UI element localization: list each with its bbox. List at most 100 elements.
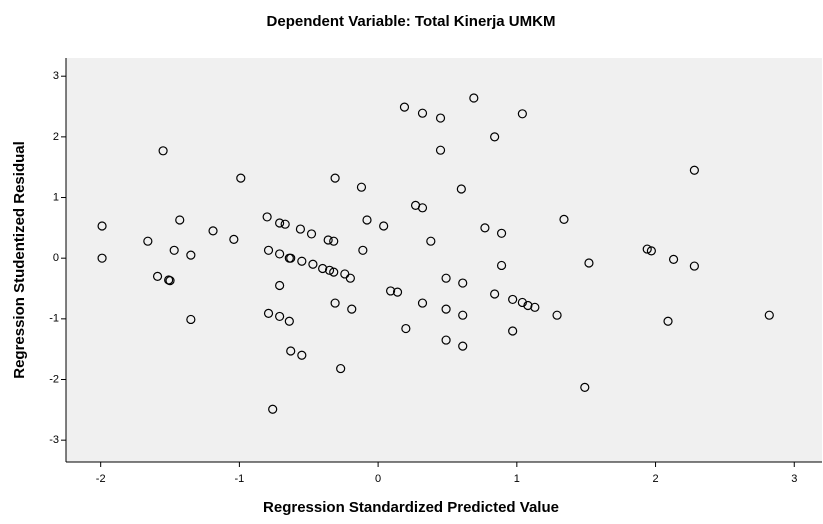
point (324, 265, 335, 275)
point (496, 260, 507, 271)
point (379, 221, 389, 231)
point (517, 109, 527, 119)
point (330, 298, 340, 308)
point (336, 363, 346, 374)
x-tick-label: 2 (652, 473, 658, 485)
point (417, 108, 428, 118)
y-tick-label: -1 (49, 313, 59, 325)
point (584, 258, 594, 268)
point (323, 235, 333, 245)
point (158, 146, 168, 156)
plot-area (66, 58, 822, 462)
point (456, 184, 466, 194)
point (530, 302, 540, 312)
point (401, 323, 411, 334)
point (490, 289, 500, 299)
point (318, 263, 328, 274)
point (275, 311, 285, 322)
point (263, 245, 274, 255)
point (458, 310, 468, 320)
point (559, 214, 569, 224)
point (263, 308, 274, 318)
point (689, 261, 699, 271)
point (441, 335, 451, 345)
point (490, 132, 500, 142)
point (417, 203, 428, 213)
y-tick-label: -2 (49, 373, 59, 385)
point (297, 256, 307, 266)
point (175, 215, 185, 225)
point (295, 224, 306, 234)
y-tick-label: 3 (53, 70, 59, 82)
point (286, 253, 296, 263)
point (143, 236, 153, 246)
y-tick-label: -3 (49, 434, 59, 446)
point (358, 245, 368, 255)
chart-title: Dependent Variable: Total Kinerja UMKM (267, 13, 556, 30)
x-tick-label: -1 (235, 473, 245, 485)
point (268, 404, 278, 414)
point (345, 273, 355, 283)
point (764, 310, 774, 320)
point (469, 93, 479, 103)
point (642, 244, 652, 254)
point (458, 278, 468, 288)
x-tick-label: 0 (375, 473, 381, 485)
point (435, 145, 446, 155)
point (417, 298, 428, 308)
x-axis-label: Regression Standardized Predicted Value (263, 499, 559, 516)
point (186, 314, 196, 325)
point (668, 254, 679, 264)
point (399, 102, 410, 112)
point (284, 316, 294, 326)
x-tick-label: -2 (96, 473, 106, 485)
point (508, 326, 518, 336)
point (480, 223, 490, 233)
point (441, 273, 451, 283)
point (362, 215, 372, 225)
point (426, 236, 436, 246)
point (169, 245, 179, 255)
point (523, 300, 533, 311)
point (329, 267, 339, 277)
point (329, 236, 339, 246)
point (496, 228, 507, 238)
point (208, 226, 218, 236)
point (580, 382, 590, 392)
point (689, 165, 699, 175)
point (552, 310, 562, 320)
y-tick-label: 0 (53, 252, 59, 264)
point (385, 286, 396, 296)
point (441, 304, 451, 314)
point (286, 346, 296, 356)
point (356, 182, 367, 192)
y-tick-label: 1 (53, 191, 59, 203)
point (297, 350, 307, 360)
x-tick-label: 1 (514, 473, 520, 485)
point (392, 287, 403, 297)
point (152, 271, 163, 281)
point (97, 221, 107, 231)
point (347, 304, 357, 314)
point (275, 218, 285, 228)
point (97, 253, 107, 263)
point (186, 250, 196, 260)
x-tick-label: 3 (791, 473, 797, 485)
point (165, 276, 175, 286)
point (435, 113, 446, 123)
point (646, 246, 656, 256)
point (280, 219, 290, 229)
y-tick-label: 2 (53, 131, 59, 143)
point (275, 280, 285, 291)
point (458, 341, 468, 351)
point (229, 234, 239, 244)
point (236, 173, 246, 183)
y-axis-label: Regression Studentized Residual (11, 141, 28, 379)
point (306, 229, 317, 239)
point (308, 259, 318, 269)
point (275, 249, 285, 259)
point (262, 212, 272, 222)
point (330, 173, 340, 183)
point (508, 294, 518, 305)
